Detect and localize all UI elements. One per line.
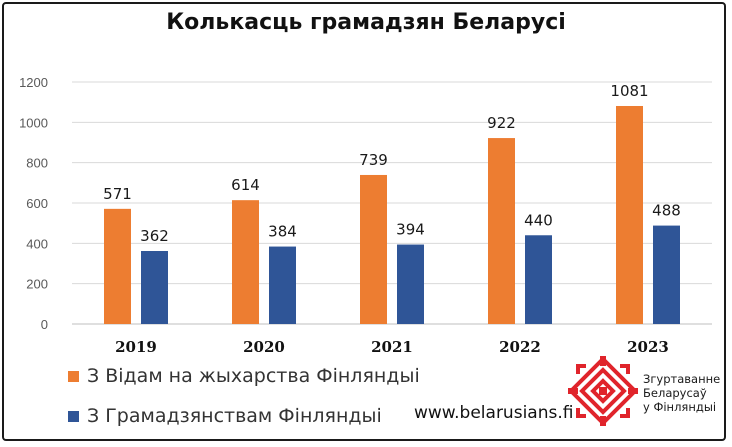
organization-name-line: Згуртаванне [643,372,721,386]
belarusian-ornament-icon [568,356,638,426]
legend-swatch-citizenship [68,410,79,422]
bar-residence-2023 [616,105,643,324]
data-label: 362 [140,227,169,245]
data-label: 922 [487,114,516,132]
data-label: 440 [524,211,553,229]
legend-label-residence: З Відам на жыхарства Фінляндыі [87,365,420,387]
legend-label-citizenship: З Грамадзянствам Фінляндыі [87,405,382,427]
data-label: 1081 [610,82,648,100]
y-tick-label: 1000 [19,115,48,130]
organization-name-line: Беларусаў [643,386,707,400]
x-tick-label: 2022 [499,338,541,356]
data-label: 384 [268,223,297,241]
y-tick-label: 0 [41,317,48,332]
bar-residence-2022 [488,138,515,324]
data-label: 739 [359,151,388,169]
data-label: 488 [652,202,681,220]
bar-residence-2021 [360,174,387,324]
data-label: 614 [231,176,260,194]
x-tick-label: 2021 [371,338,413,356]
organization-name-line: у Фінляндыі [643,400,717,414]
bar-citizenship-2020 [269,246,296,324]
y-tick-label: 800 [26,156,48,171]
data-label: 571 [103,185,132,203]
y-axis-ticks: 0 200 400 600 800 1000 1200 [19,75,48,332]
bar-citizenship-2023 [653,225,680,324]
organization-name: Згуртаванне Беларусаў у Фінляндыі [643,372,720,414]
bars [104,105,680,324]
y-tick-label: 600 [26,196,48,211]
x-tick-label: 2023 [627,338,669,356]
data-label: 394 [396,221,425,239]
x-tick-label: 2020 [243,338,285,356]
bar-citizenship-2022 [525,235,552,324]
data-labels: 571 362 614 384 739 394 922 440 1081 488 [103,82,681,245]
bar-residence-2020 [232,200,259,324]
x-axis-ticks: 2019 2020 2021 2022 2023 [115,338,669,356]
y-tick-label: 1200 [19,75,48,90]
bar-residence-2019 [104,208,131,324]
chart-title: Колькасць грамадзян Беларусі [166,10,566,35]
gridlines [72,81,712,325]
y-tick-label: 400 [26,236,48,251]
x-tick-label: 2019 [115,338,157,356]
y-tick-label: 200 [26,277,48,292]
legend-swatch-residence [68,370,79,382]
bar-citizenship-2019 [141,250,168,324]
legend-item-citizenship: З Грамадзянствам Фінляндыі [68,405,382,427]
website-link[interactable]: www.belarusians.fi [414,403,574,423]
legend-item-residence: З Відам на жыхарства Фінляндыі [68,365,420,387]
bar-citizenship-2021 [397,244,424,324]
